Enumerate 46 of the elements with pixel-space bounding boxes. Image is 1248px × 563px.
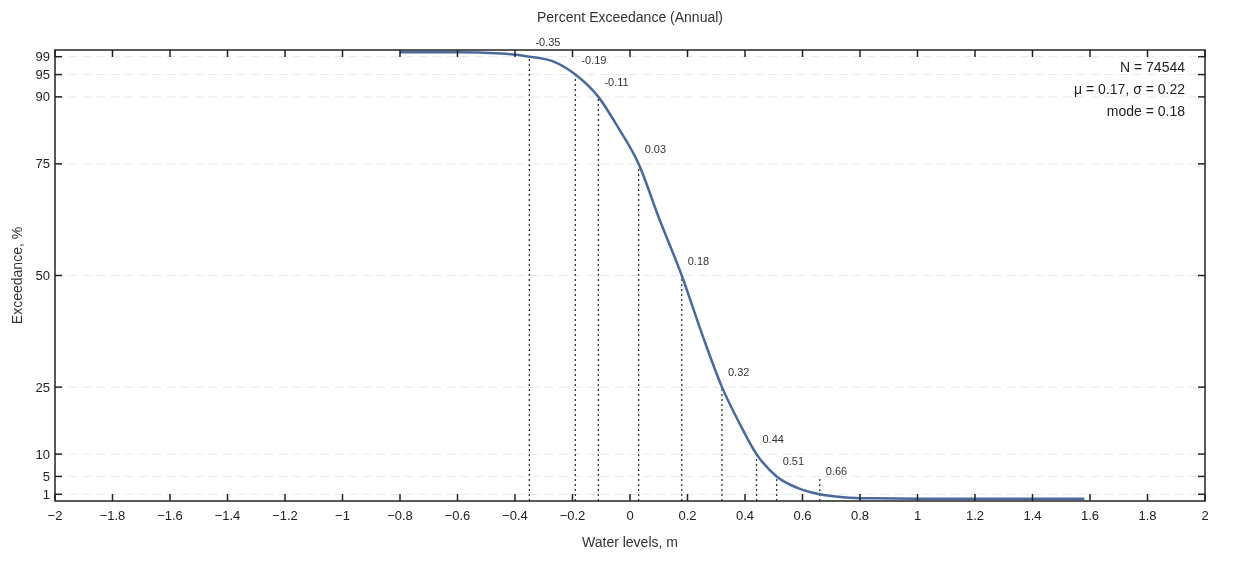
- ref-line-label: 0.51: [782, 455, 805, 468]
- x-tick-label: 1.8: [1138, 508, 1157, 523]
- ref-line-label: 0.66: [825, 465, 848, 477]
- y-tick-label: 50: [35, 268, 50, 284]
- annotation: N = 74544: [1120, 59, 1186, 75]
- y-tick-label: 25: [35, 379, 50, 395]
- x-tick-label: 0.4: [735, 508, 755, 523]
- x-tick-label: −1.6: [157, 508, 183, 523]
- chart-title: Percent Exceedance (Annual): [537, 9, 723, 25]
- x-tick-label: 1.4: [1023, 508, 1042, 523]
- y-tick-label: 75: [35, 156, 50, 172]
- y-tick-label: 10: [35, 446, 50, 462]
- x-tick-label: −1.8: [99, 508, 126, 523]
- ref-line-label: 0.44: [762, 433, 784, 446]
- ref-line-label: 0.18: [687, 254, 710, 267]
- y-tick-label: 1: [42, 486, 50, 502]
- ref-line-label: 0.03: [644, 142, 667, 155]
- x-tick-label: 1.2: [965, 508, 985, 523]
- annotation: μ = 0.17, σ = 0.22: [1074, 81, 1186, 97]
- y-tick-label: 90: [35, 89, 50, 105]
- y-tick-label: 99: [35, 49, 50, 65]
- x-tick-label: 0.2: [678, 508, 697, 523]
- x-tick-label: 0: [626, 508, 634, 523]
- x-tick-label: 0.8: [850, 508, 870, 523]
- x-tick-label: −2: [47, 508, 63, 523]
- x-tick-label: 1: [913, 508, 922, 523]
- y-tick-label: 95: [35, 67, 50, 83]
- ref-line-label: -0.11: [604, 75, 629, 88]
- annotation: mode = 0.18: [1106, 103, 1186, 119]
- line-series: [398, 50, 1086, 501]
- x-tick-label: 2: [1201, 508, 1209, 523]
- x-tick-label: −0.2: [559, 508, 586, 523]
- x-tick-label: −0.6: [444, 508, 471, 523]
- x-tick-label: −0.4: [502, 508, 528, 523]
- x-tick-label: −0.8: [387, 508, 413, 523]
- y-tick-label: 5: [42, 468, 50, 484]
- ref-line-label: 0.32: [728, 366, 750, 379]
- ref-line-label: -0.19: [581, 53, 607, 66]
- ref-line-label: -0.35: [535, 35, 561, 48]
- x-tick-label: 1.6: [1080, 508, 1100, 523]
- x-axis-title: Water levels, m: [582, 534, 678, 550]
- x-tick-label: 0.6: [793, 508, 812, 523]
- y-axis-title: Exceedance, %: [9, 226, 25, 325]
- x-tick-label: −1.2: [272, 508, 298, 523]
- x-tick-label: −1: [335, 508, 350, 523]
- x-tick-label: −1.4: [214, 508, 241, 523]
